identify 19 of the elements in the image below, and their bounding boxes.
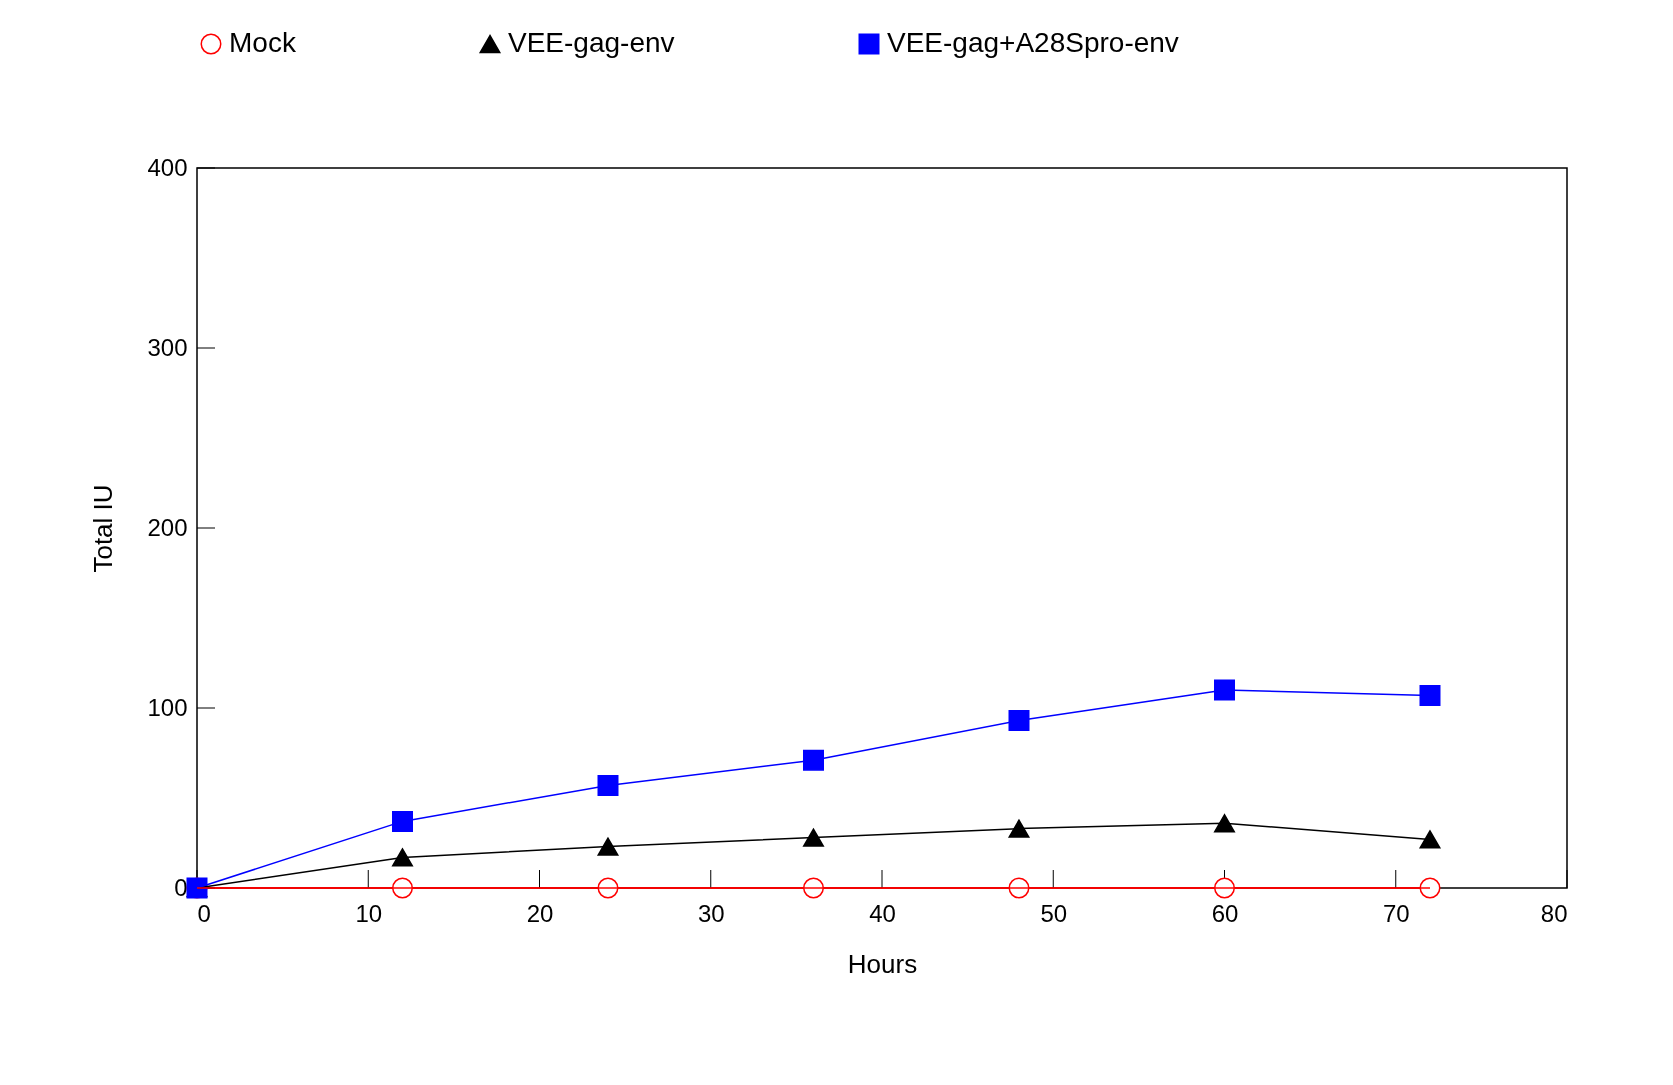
x-tick-label: 40 [869,899,896,927]
legend-label: VEE-gag-env [508,27,675,58]
x-tick-label: 10 [355,899,383,927]
y-tick-label: 0 [174,873,188,901]
x-tick-label: 20 [526,899,554,927]
x-axis-title: Hours [847,948,918,979]
x-tick-label: 70 [1382,899,1410,927]
y-tick-label: 400 [147,153,188,181]
x-tick-label: 50 [1040,899,1068,927]
y-tick-label: 300 [147,333,188,361]
x-tick-label: 0 [197,899,211,927]
legend-label: VEE-gag+A28Spro-env [887,27,1179,58]
y-tick-label: 100 [147,693,188,721]
y-axis-title: Total IU [88,484,119,573]
y-tick-label: 200 [147,513,188,541]
legend-label: Mock [229,27,297,58]
x-tick-label: 30 [697,899,725,927]
x-tick-label: 60 [1211,899,1239,927]
x-tick-label: 80 [1540,899,1568,927]
